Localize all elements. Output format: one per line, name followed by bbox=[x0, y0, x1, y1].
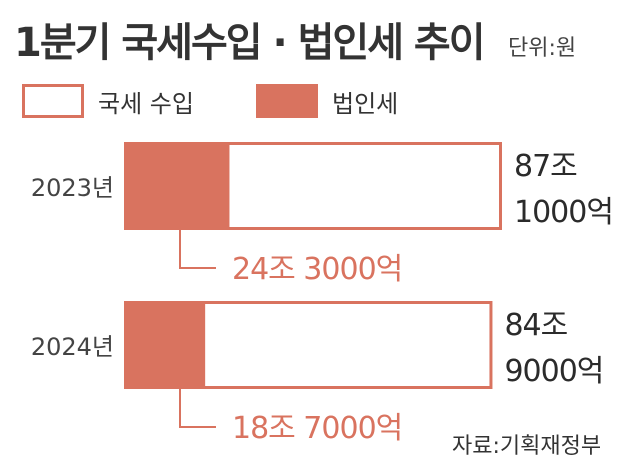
total-value-label-0-b: 1000억 bbox=[514, 195, 613, 230]
category-label-1: 2024년 bbox=[31, 333, 114, 361]
total-value-label-0-a: 87조 bbox=[514, 149, 577, 184]
legend-swatch-corp bbox=[256, 84, 318, 118]
legend-label-total: 국세 수입 bbox=[98, 89, 194, 118]
corp-value-label-1: 18조 7000억 bbox=[232, 411, 402, 446]
legend-label-corp: 법인세 bbox=[332, 89, 399, 118]
legend-item-total: 국세 수입 bbox=[22, 82, 194, 120]
chart-title: 1분기 국세수입 · 법인세 추이 bbox=[14, 20, 486, 66]
unit-label: 단위:원 bbox=[508, 36, 577, 61]
total-value-label-1-b: 9000억 bbox=[504, 354, 603, 389]
source-note: 자료:기획재정부 bbox=[452, 434, 602, 459]
legend-swatch-total bbox=[22, 84, 84, 118]
corp-leader-line-1 bbox=[179, 389, 216, 428]
legend-item-corp: 법인세 bbox=[256, 82, 398, 120]
category-label-0: 2023년 bbox=[31, 174, 114, 202]
total-value-label-1-a: 84조 bbox=[504, 308, 567, 343]
bar-corp-1 bbox=[124, 301, 206, 389]
bar-corp-0 bbox=[124, 142, 230, 230]
corp-leader-line-0 bbox=[179, 230, 216, 269]
corp-value-label-0: 24조 3000억 bbox=[232, 252, 402, 287]
